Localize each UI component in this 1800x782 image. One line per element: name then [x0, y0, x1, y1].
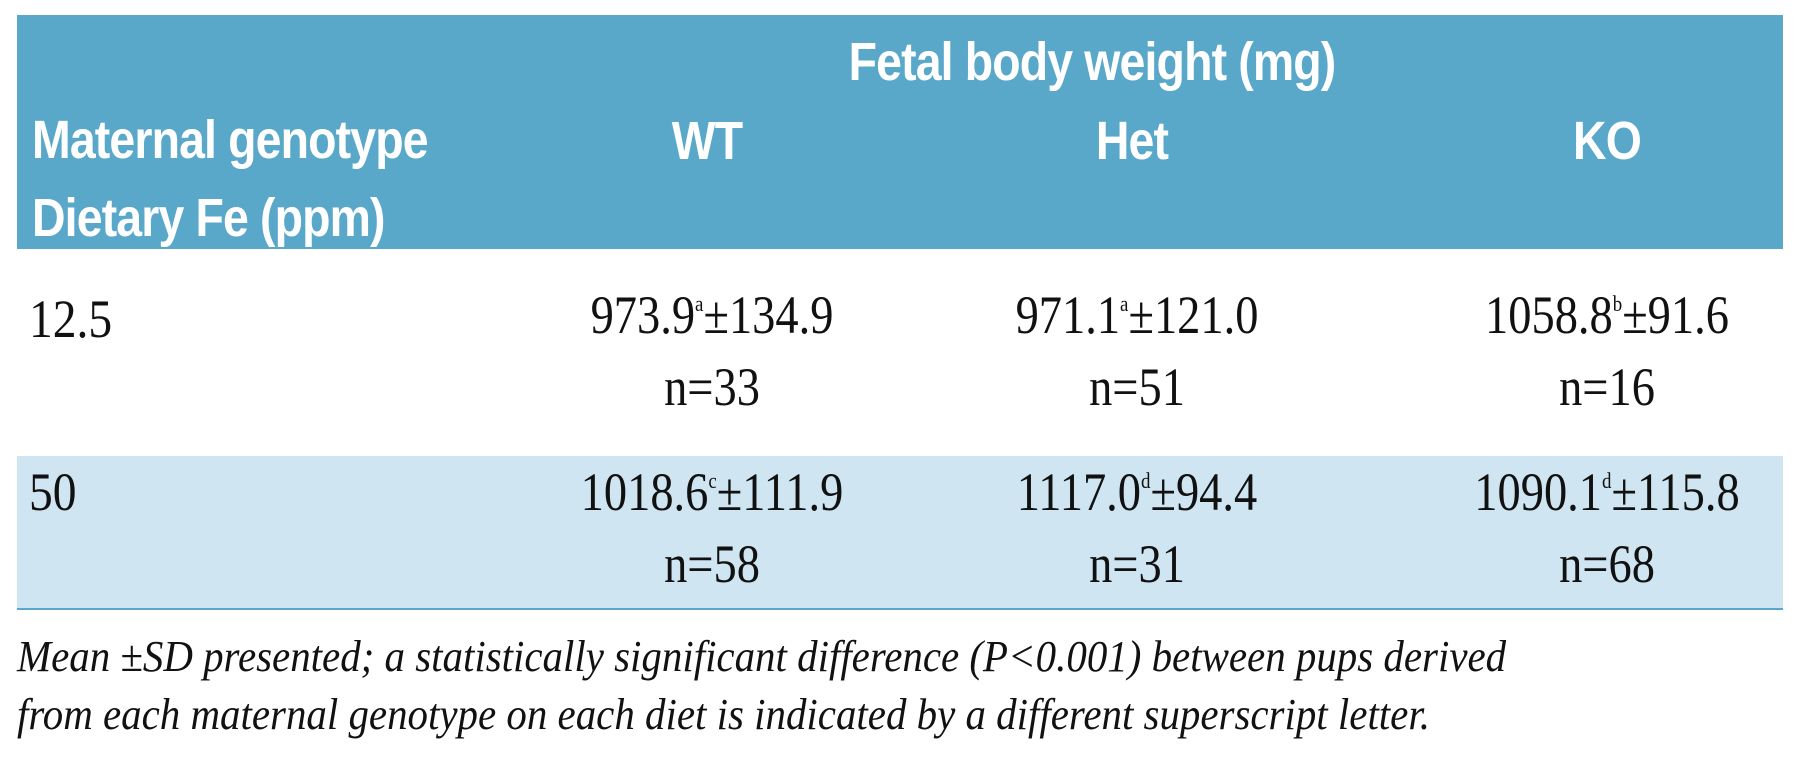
table-cell: 971.1a±121.0 n=51	[927, 279, 1347, 423]
mean-value: 973.9	[590, 285, 696, 345]
mean-value: 1117.0	[1016, 462, 1142, 522]
table-header: Fetal body weight (mg) Maternal genotype…	[17, 15, 1783, 249]
row-label: 12.5	[29, 289, 113, 349]
n-value: n=51	[1089, 357, 1185, 417]
table-row: 50 1018.6c±111.9 n=58 1117.0d±94.4 n=31 …	[17, 456, 1783, 610]
n-value: n=33	[664, 357, 760, 417]
table-cell: 973.9a±134.9 n=33	[502, 279, 922, 423]
mean-value: 1058.8	[1485, 285, 1613, 345]
n-value: n=58	[664, 534, 760, 594]
column-header-wt: WT	[671, 111, 743, 171]
n-value: n=31	[1089, 534, 1185, 594]
mean-value: 1090.1	[1474, 462, 1602, 522]
row-label-line2: Dietary Fe (ppm)	[32, 188, 386, 248]
superscript-letter: d	[1601, 468, 1612, 493]
row-label: 50	[29, 462, 77, 522]
sd-value: ±134.9	[703, 285, 834, 345]
superscript-letter: a	[1120, 291, 1129, 316]
sd-value: ±121.0	[1128, 285, 1259, 345]
table-cell: 1090.1d±115.8 n=68	[1397, 456, 1800, 600]
table-footnote: Mean ±SD presented; a statistically sign…	[17, 628, 1800, 744]
n-value: n=68	[1559, 534, 1655, 594]
table-row: 12.5 973.9a±134.9 n=33 971.1a±121.0 n=51…	[17, 249, 1783, 456]
footnote-line: Mean ±SD presented; a statistically sign…	[17, 632, 1507, 681]
column-header-ko: KO	[1573, 111, 1642, 171]
row-label-line1: Maternal genotype	[32, 110, 429, 170]
table-cell: 1018.6c±111.9 n=58	[502, 456, 922, 600]
footnote-line: from each maternal genotype on each diet…	[17, 690, 1430, 739]
mean-value: 971.1	[1015, 285, 1121, 345]
data-table: Fetal body weight (mg) Maternal genotype…	[17, 15, 1783, 610]
mean-value: 1018.6	[580, 462, 709, 522]
table-cell: 1058.8b±91.6 n=16	[1397, 279, 1800, 423]
superscript-letter: a	[695, 291, 704, 316]
column-header-het: Het	[1095, 111, 1169, 171]
group-title: Fetal body weight (mg)	[848, 32, 1337, 92]
table-cell: 1117.0d±94.4 n=31	[927, 456, 1347, 600]
superscript-letter: b	[1612, 291, 1623, 316]
sd-value: ±91.6	[1622, 285, 1729, 345]
sd-value: ±111.9	[716, 462, 844, 522]
sd-value: ±94.4	[1150, 462, 1258, 522]
n-value: n=16	[1559, 357, 1655, 417]
sd-value: ±115.8	[1611, 462, 1740, 522]
superscript-letter: c	[708, 468, 717, 493]
superscript-letter: d	[1141, 468, 1151, 493]
